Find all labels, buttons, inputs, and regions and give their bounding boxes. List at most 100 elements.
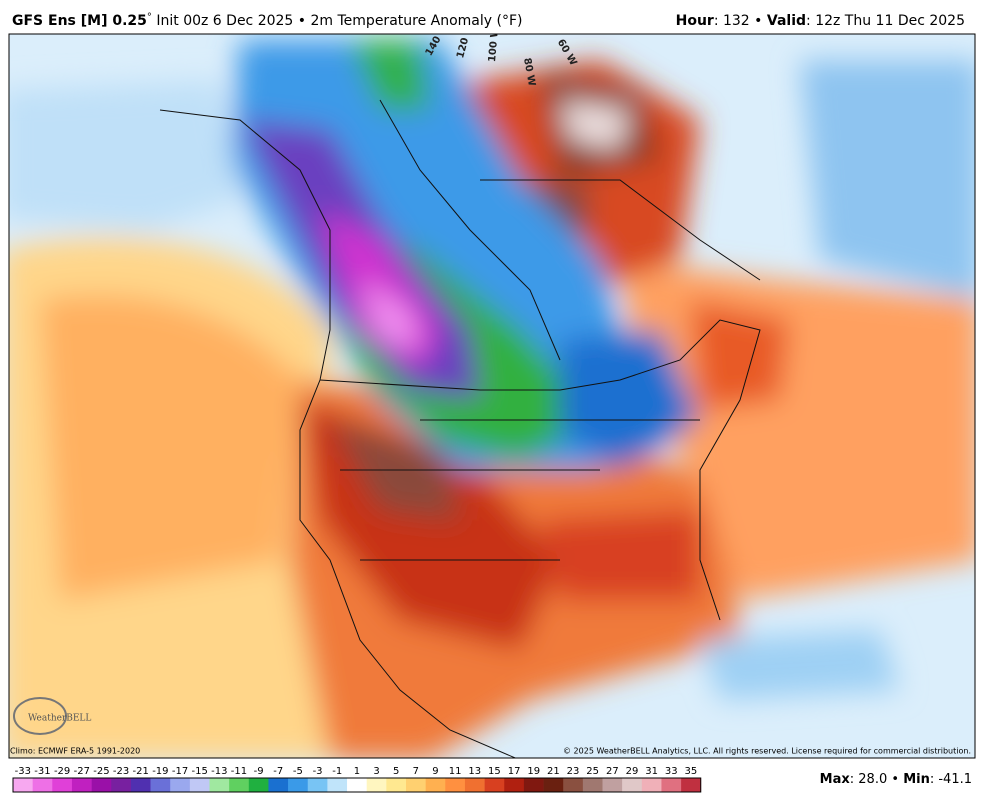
colorbar-label: 27 bbox=[606, 766, 619, 777]
colorbar-label: 21 bbox=[547, 766, 560, 777]
valid-value: : 12z Thu 11 Dec 2025 bbox=[806, 13, 965, 29]
colorbar-cell bbox=[209, 778, 230, 792]
colorbar-label: 35 bbox=[685, 766, 698, 777]
colorbar-cell bbox=[32, 778, 53, 792]
colorbar-cell bbox=[307, 778, 328, 792]
valid-label: Valid bbox=[767, 13, 806, 29]
logo: WeatherBELL bbox=[28, 714, 91, 724]
colorbar-label: 7 bbox=[413, 766, 419, 777]
colorbar-label: 3 bbox=[373, 766, 379, 777]
colorbar-label: -11 bbox=[231, 766, 247, 777]
colorbar-frame bbox=[12, 777, 702, 793]
colorbar-cell bbox=[602, 778, 623, 792]
colorbar-cell bbox=[484, 778, 505, 792]
colorbar-label: -29 bbox=[54, 766, 70, 777]
colorbar-label: -21 bbox=[133, 766, 149, 777]
colorbar-cell bbox=[248, 778, 269, 792]
colorbar-cell bbox=[347, 778, 367, 792]
colorbar-cell bbox=[464, 778, 485, 792]
colorbar-cell bbox=[563, 778, 584, 792]
colorbar-label: -25 bbox=[93, 766, 109, 777]
separator: • bbox=[891, 772, 899, 787]
colorbar-cell bbox=[189, 778, 210, 792]
colorbar-label: 1 bbox=[354, 766, 360, 777]
colorbar-cell bbox=[52, 778, 73, 792]
colorbar-cell bbox=[425, 778, 446, 792]
colorbar-cell bbox=[504, 778, 525, 792]
min-value: : -41.1 bbox=[930, 772, 972, 787]
header-right: Hour: 132 • Valid: 12z Thu 11 Dec 2025 bbox=[676, 13, 965, 29]
separator: • bbox=[298, 13, 306, 29]
logo-mark bbox=[13, 697, 67, 735]
colorbar-label: -17 bbox=[172, 766, 188, 777]
colorbar-cell bbox=[327, 778, 348, 792]
climo: Climo: ECMWF ERA-5 1991-2020 bbox=[10, 747, 140, 756]
copyright: © 2025 WeatherBELL Analytics, LLC. All r… bbox=[563, 747, 971, 756]
header-left: GFS Ens [M] 0.25° Init 00z 6 Dec 2025 • … bbox=[12, 12, 522, 29]
colorbar-cell bbox=[268, 778, 289, 792]
model: GFS Ens [M] 0.25 bbox=[12, 13, 147, 29]
colorbar-label: -27 bbox=[74, 766, 90, 777]
colorbar-label: 11 bbox=[449, 766, 462, 777]
colorbar-cell bbox=[130, 778, 151, 792]
colorbar-cell bbox=[582, 778, 603, 792]
colorbar-cell bbox=[91, 778, 112, 792]
colorbar-label: -19 bbox=[152, 766, 168, 777]
colorbar-label: 5 bbox=[393, 766, 399, 777]
colorbar-cell bbox=[641, 778, 662, 792]
colorbar-label: 25 bbox=[586, 766, 599, 777]
colorbar-cell bbox=[170, 778, 191, 792]
colorbar-cell bbox=[523, 778, 544, 792]
colorbar-cell bbox=[13, 778, 33, 792]
hour-label: Hour bbox=[676, 13, 714, 29]
colorbar-label: 9 bbox=[432, 766, 438, 777]
max-label: Max bbox=[820, 772, 851, 787]
colorbar-cell bbox=[150, 778, 171, 792]
colorbar-cell bbox=[661, 778, 682, 792]
colorbar-cell bbox=[681, 778, 702, 792]
colorbar-label: -3 bbox=[313, 766, 323, 777]
product: 2m Temperature Anomaly (°F) bbox=[311, 13, 523, 29]
colorbar-cell bbox=[406, 778, 426, 792]
colorbar-label: -33 bbox=[15, 766, 31, 777]
colorbar-label: -9 bbox=[254, 766, 264, 777]
colorbar-label: 23 bbox=[567, 766, 580, 777]
colorbar-cell bbox=[622, 778, 643, 792]
colorbar-label: -7 bbox=[273, 766, 283, 777]
map-frame bbox=[8, 33, 976, 759]
colorbar-label: -13 bbox=[211, 766, 227, 777]
colorbar-label: -23 bbox=[113, 766, 129, 777]
min-label: Min bbox=[903, 772, 930, 787]
colorbar-cell bbox=[386, 778, 407, 792]
colorbar-label: -5 bbox=[293, 766, 303, 777]
colorbar-label: 31 bbox=[645, 766, 658, 777]
map: 140 W 120 W 100 W 80 W 60 W WeatherBELL bbox=[9, 26, 975, 758]
colorbar-cell bbox=[288, 778, 309, 792]
longitude-label: 100 W bbox=[487, 26, 501, 62]
longitude-label: 80 W bbox=[521, 57, 537, 87]
colorbar-label: -1 bbox=[332, 766, 342, 777]
colorbar-cell bbox=[543, 778, 564, 792]
colorbar-cell bbox=[366, 778, 387, 792]
colorbar-label: 33 bbox=[665, 766, 678, 777]
colorbar-cell bbox=[71, 778, 92, 792]
init: Init 00z 6 Dec 2025 bbox=[156, 13, 293, 29]
hour-value: : 132 bbox=[714, 13, 750, 29]
separator: • bbox=[754, 13, 762, 29]
colorbar-cell bbox=[111, 778, 132, 792]
max-min: Max: 28.0 • Min: -41.1 bbox=[820, 772, 972, 787]
degree: ° bbox=[147, 12, 152, 23]
colorbar-label: 17 bbox=[508, 766, 521, 777]
colorbar: -33 -31 -29 -27 -25 -23 -21 -19 -17 -15 -13 -11 -9 -7… bbox=[12, 766, 702, 793]
colorbar-cell bbox=[445, 778, 466, 792]
colorbar-label: 15 bbox=[488, 766, 501, 777]
colorbar-label: 19 bbox=[527, 766, 540, 777]
colorbar-cell bbox=[229, 778, 250, 792]
colorbar-label: -31 bbox=[34, 766, 50, 777]
colorbar-label: 29 bbox=[626, 766, 639, 777]
colorbar-label: 13 bbox=[468, 766, 481, 777]
max-value: : 28.0 bbox=[850, 772, 887, 787]
colorbar-label: -15 bbox=[192, 766, 208, 777]
